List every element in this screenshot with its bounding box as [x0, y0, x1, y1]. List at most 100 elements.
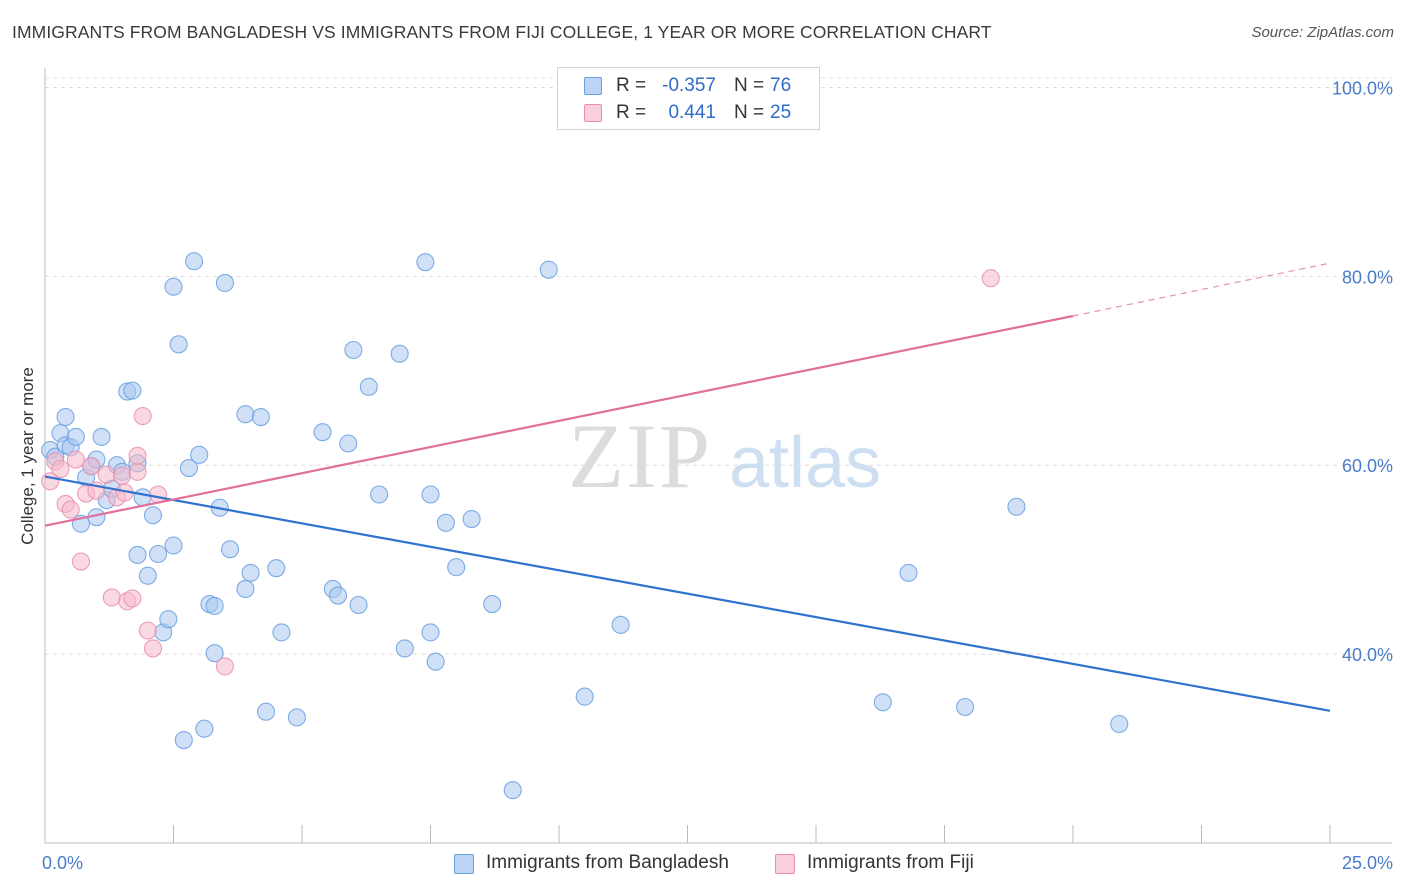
y-tick-label: 80.0%	[1342, 267, 1393, 287]
y-tick-label: 60.0%	[1342, 456, 1393, 476]
point-bangladesh	[205, 644, 224, 663]
point-bangladesh	[205, 596, 224, 615]
point-fiji	[215, 657, 234, 676]
point-bangladesh	[220, 540, 240, 559]
stats-swatch-fiji	[584, 104, 602, 122]
point-bangladesh	[462, 510, 481, 529]
point-fiji	[133, 407, 152, 426]
point-fiji	[128, 446, 147, 465]
point-bangladesh	[416, 253, 435, 272]
axes	[44, 68, 1392, 844]
point-bangladesh	[185, 252, 204, 271]
legend-label-fiji: Immigrants from Fiji	[807, 852, 974, 873]
point-bangladesh	[149, 544, 168, 564]
stats-n-label: N =	[734, 75, 765, 96]
legend: Immigrants from Bangladesh Immigrants fr…	[0, 850, 1406, 880]
point-fiji	[138, 621, 157, 640]
x-tick-label-max: 25.0%	[1342, 853, 1393, 873]
stats-r-value: -0.357	[662, 75, 716, 96]
y-tick-label: 40.0%	[1342, 645, 1393, 665]
point-bangladesh	[169, 335, 188, 354]
x-tick-label-min: 0.0%	[42, 853, 83, 873]
watermark: ZIP atlas	[568, 405, 881, 507]
point-bangladesh	[174, 731, 193, 750]
point-bangladesh	[873, 693, 892, 712]
point-fiji	[71, 552, 91, 571]
point-fiji	[66, 450, 85, 469]
stats-r-value: 0.441	[668, 102, 716, 123]
stats-r-label: R =	[616, 102, 647, 123]
point-bangladesh	[195, 719, 214, 738]
point-bangladesh	[611, 615, 630, 634]
point-bangladesh	[287, 708, 306, 727]
point-bangladesh	[56, 408, 75, 427]
trend-line-fiji	[44, 314, 1074, 527]
point-bangladesh	[236, 579, 255, 598]
trend-line-fiji-extension	[1072, 262, 1331, 317]
point-bangladesh	[426, 652, 445, 671]
point-fiji	[113, 466, 132, 485]
point-bangladesh	[138, 566, 157, 585]
point-bangladesh	[313, 423, 332, 442]
point-bangladesh	[349, 595, 368, 615]
trend-lines	[44, 262, 1331, 712]
point-bangladesh	[359, 377, 378, 396]
point-bangladesh	[256, 702, 276, 721]
point-bangladesh	[575, 687, 594, 706]
point-fiji	[123, 589, 142, 608]
point-bangladesh	[447, 558, 466, 577]
data-points	[41, 252, 1129, 800]
y-tick-label: 100.0%	[1332, 78, 1393, 98]
point-fiji	[102, 588, 121, 607]
point-bangladesh	[272, 623, 291, 642]
point-bangladesh	[421, 485, 440, 504]
point-bangladesh	[66, 427, 85, 446]
point-bangladesh	[164, 277, 183, 296]
point-bangladesh	[241, 563, 260, 582]
stats-swatch-bangladesh	[584, 77, 602, 95]
point-bangladesh	[436, 513, 455, 532]
point-bangladesh	[133, 488, 152, 507]
point-bangladesh	[123, 381, 142, 400]
point-fiji	[128, 462, 147, 481]
point-fiji	[97, 465, 116, 484]
stats-n-value: 25	[770, 102, 792, 123]
point-bangladesh	[539, 260, 558, 279]
point-bangladesh	[267, 559, 286, 578]
source-credit: Source: ZipAtlas.com	[1251, 24, 1394, 41]
stats-box: R = -0.357 N = 76 R = 0.441 N = 25	[557, 67, 820, 130]
tick-labels: 40.0% 60.0% 80.0% 100.0% 0.0% 25.0%	[42, 78, 1393, 873]
point-bangladesh	[164, 536, 183, 555]
point-bangladesh	[143, 506, 162, 525]
point-bangladesh	[128, 545, 147, 564]
point-bangladesh	[899, 563, 918, 582]
legend-swatch-bangladesh	[454, 854, 474, 874]
point-fiji	[82, 457, 101, 476]
point-bangladesh	[1110, 714, 1129, 734]
legend-swatch-fiji	[775, 854, 795, 874]
point-bangladesh	[190, 445, 209, 464]
point-bangladesh	[236, 405, 255, 424]
stats-r-label: R =	[616, 75, 647, 96]
legend-label-bangladesh: Immigrants from Bangladesh	[486, 852, 729, 873]
point-fiji	[51, 459, 70, 479]
point-bangladesh	[370, 485, 389, 504]
point-bangladesh	[344, 340, 363, 360]
stats-n-label: N =	[734, 102, 765, 123]
point-bangladesh	[390, 344, 409, 363]
point-fiji	[61, 500, 80, 519]
point-bangladesh	[159, 610, 178, 629]
chart-title: IMMIGRANTS FROM BANGLADESH VS IMMIGRANTS…	[12, 22, 992, 42]
point-bangladesh	[395, 639, 414, 658]
watermark-zip: ZIP	[568, 405, 712, 507]
point-fiji	[143, 639, 162, 658]
point-bangladesh	[956, 697, 975, 717]
point-bangladesh	[92, 427, 111, 446]
point-bangladesh	[179, 459, 198, 478]
point-bangladesh	[215, 273, 234, 292]
watermark-atlas: atlas	[729, 423, 881, 503]
point-bangladesh	[483, 595, 502, 614]
point-bangladesh	[339, 434, 358, 453]
trend-line-bangladesh	[44, 475, 1331, 712]
